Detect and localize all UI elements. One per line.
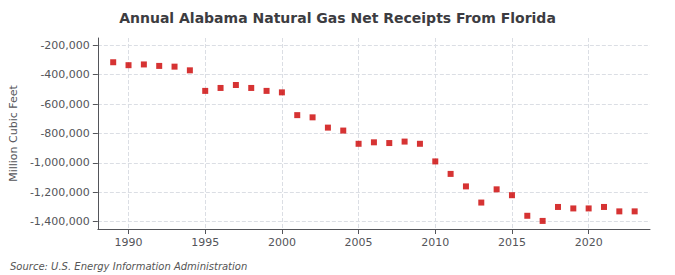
svg-text:2015: 2015	[498, 236, 526, 249]
svg-text:1990: 1990	[115, 236, 143, 249]
svg-text:-1,200,000: -1,200,000	[30, 186, 90, 199]
svg-text:Annual Alabama Natural Gas Net: Annual Alabama Natural Gas Net Receipts …	[119, 10, 556, 26]
svg-text:2000: 2000	[268, 236, 296, 249]
svg-text:Million Cubic Feet: Million Cubic Feet	[7, 84, 20, 181]
svg-text:-600,000: -600,000	[40, 98, 89, 111]
svg-text:-1,400,000: -1,400,000	[30, 215, 90, 228]
svg-text:-800,000: -800,000	[40, 127, 89, 140]
svg-text:2020: 2020	[575, 236, 603, 249]
svg-text:1995: 1995	[191, 236, 219, 249]
svg-text:-1,000,000: -1,000,000	[30, 156, 90, 169]
svg-text:2010: 2010	[421, 236, 449, 249]
svg-text:-400,000: -400,000	[40, 68, 89, 81]
svg-text:Source: U.S. Energy Informatio: Source: U.S. Energy Information Administ…	[10, 261, 247, 272]
svg-text:2005: 2005	[345, 236, 373, 249]
svg-text:-200,000: -200,000	[40, 39, 89, 52]
